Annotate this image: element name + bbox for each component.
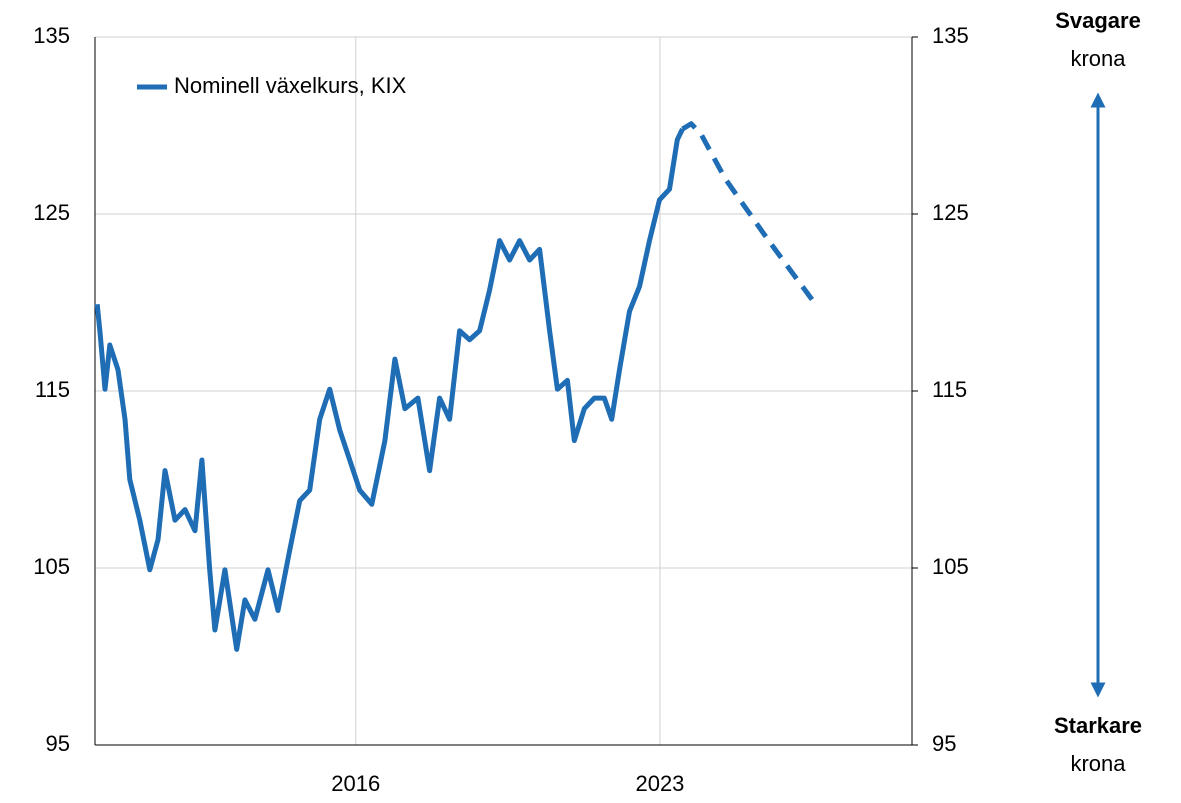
x-tick-label: 2016 bbox=[331, 771, 380, 796]
data-line bbox=[681, 121, 817, 304]
y-tick-label: 95 bbox=[46, 731, 70, 756]
legend-label: Nominell växelkurs, KIX bbox=[174, 73, 407, 98]
annotation: Starkare bbox=[1054, 713, 1142, 738]
y2-tick-label: 115 bbox=[932, 377, 967, 402]
annotation: krona bbox=[1070, 46, 1126, 71]
y-tick-label: 125 bbox=[33, 200, 70, 225]
annotation: krona bbox=[1070, 751, 1126, 776]
y2-tick-label: 125 bbox=[932, 200, 969, 225]
y2-tick-label: 105 bbox=[932, 554, 969, 579]
y2-tick-label: 95 bbox=[932, 731, 956, 756]
y-tick-label: 135 bbox=[33, 23, 70, 48]
data-line bbox=[94, 127, 685, 652]
y-tick-label: 105 bbox=[33, 554, 70, 579]
y2-tick-label: 135 bbox=[932, 23, 969, 48]
annotation: Svagare bbox=[1055, 8, 1141, 33]
x-tick-label: 2023 bbox=[635, 771, 684, 796]
y-tick-label: 115 bbox=[35, 377, 70, 402]
